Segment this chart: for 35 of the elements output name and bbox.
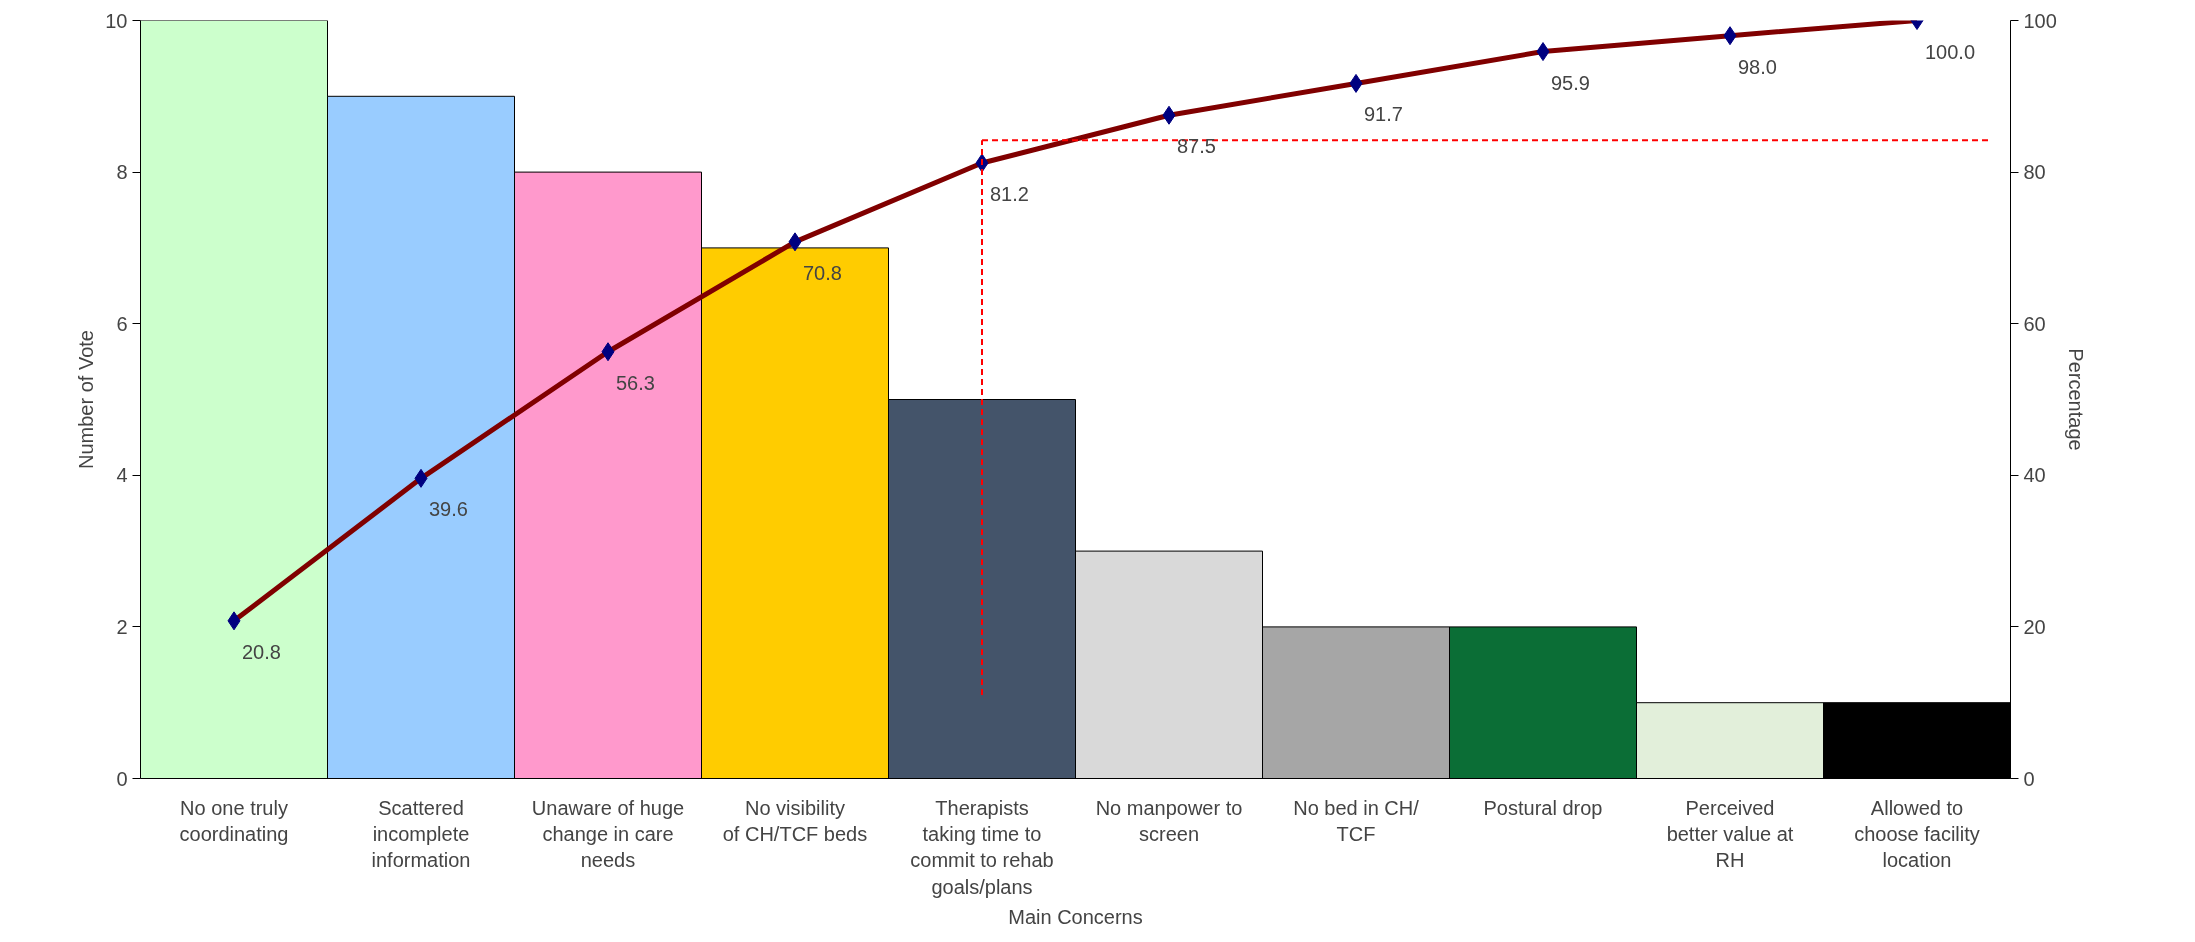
data-label: 100.0: [1925, 40, 1976, 63]
y-axis-title: Number of Vote: [75, 330, 98, 469]
x-tick-label: Postural drop: [1483, 796, 1603, 819]
y-tick-label: 6: [116, 312, 128, 335]
x-tick-label: Therapists taking time to commit to rehab goals/plans: [910, 796, 1054, 898]
x-axis-title: Main Concerns: [1008, 905, 1143, 928]
y2-tick-label: 60: [2023, 312, 2046, 335]
y2-tick-label: 100: [2023, 9, 2057, 32]
data-label: 81.2: [990, 183, 1029, 205]
x-tick-label: Allowed to choose facility location: [1854, 796, 1980, 872]
y-tick-label: 4: [116, 464, 128, 487]
x-tick-label: No bed in CH/ TCF: [1293, 796, 1420, 845]
x-tick-label: Scattered incomplete information: [371, 796, 471, 872]
y-tick-label: 2: [116, 615, 128, 638]
data-label: 70.8: [803, 261, 842, 284]
y2-axis-title: Percentage: [2064, 348, 2087, 451]
y2-tick-label: 80: [2023, 161, 2046, 184]
data-label: 98.0: [1738, 55, 1777, 78]
y-tick-label: 8: [116, 161, 128, 184]
y2-tick-label: 20: [2023, 615, 2046, 638]
data-label: 20.8: [242, 640, 281, 663]
y2-tick-label: 0: [2023, 767, 2035, 790]
x-tick-label: No visibility of CH/TCF beds: [722, 796, 868, 845]
x-tick-label: No manpower to screen: [1095, 796, 1243, 845]
data-label: 56.3: [616, 371, 655, 394]
x-tick-label: No one truly coordinating: [179, 796, 289, 845]
data-label: 91.7: [1364, 103, 1403, 126]
y2-tick-label: 40: [2023, 464, 2046, 487]
data-label: 87.5: [1177, 135, 1216, 158]
data-label: 39.6: [429, 498, 468, 521]
x-tick-label: Perceived better value at RH: [1666, 796, 1794, 872]
data-label: 95.9: [1551, 71, 1590, 94]
y-tick-label: 10: [105, 9, 128, 32]
x-tick-label: Unaware of huge change in care needs: [531, 796, 685, 872]
y-tick-label: 0: [116, 767, 128, 790]
